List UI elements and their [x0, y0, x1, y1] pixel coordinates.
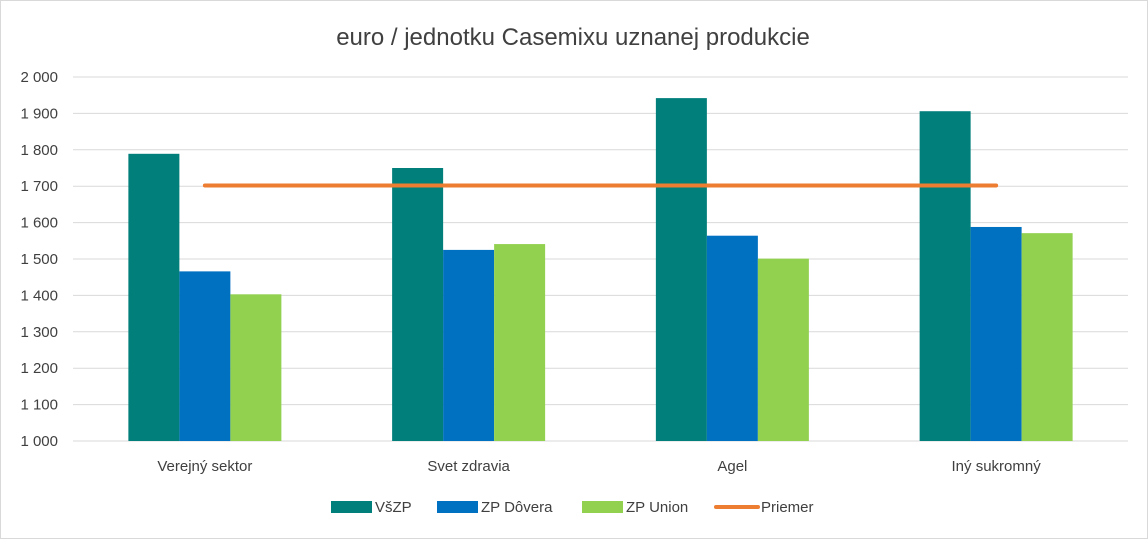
- bar-zp-union-2: [757, 258, 809, 441]
- legend-swatch: [437, 501, 478, 513]
- legend-label: ZP Union: [626, 499, 688, 516]
- y-tick-label: 1 900: [20, 105, 58, 122]
- x-axis-categories: Verejný sektor Svet zdravia Agel Iný sukrom…: [157, 458, 1041, 475]
- bars: [128, 98, 1073, 441]
- bar-všzp-0: [128, 153, 180, 441]
- bar-zp-union-3: [1021, 233, 1073, 441]
- bar-zp-union-0: [230, 294, 282, 441]
- bar-zp-dôvera-1: [443, 249, 495, 441]
- y-tick-label: 1 000: [20, 433, 58, 450]
- y-tick-label: 1 600: [20, 215, 58, 232]
- y-axis-ticks: 1 000 1 100 1 200 1 300 1 400 1 500 1 600 1 700…: [20, 69, 58, 450]
- bar-všzp-1: [392, 168, 444, 441]
- y-tick-label: 1 500: [20, 251, 58, 268]
- x-category-label: Iný sukromný: [952, 458, 1042, 475]
- y-tick-label: 2 000: [20, 69, 58, 86]
- bar-všzp-3: [919, 111, 971, 441]
- x-category-label: Svet zdravia: [427, 458, 510, 475]
- bar-zp-union-1: [494, 244, 546, 441]
- x-category-label: Verejný sektor: [157, 458, 252, 475]
- x-category-label: Agel: [717, 458, 747, 475]
- y-tick-label: 1 300: [20, 324, 58, 341]
- chart-title: euro / jednotku Casemixu uznanej produkc…: [336, 24, 810, 51]
- legend-label: Priemer: [761, 499, 814, 516]
- y-tick-label: 1 800: [20, 142, 58, 159]
- legend-label: VšZP: [375, 499, 412, 516]
- y-tick-label: 1 700: [20, 178, 58, 195]
- legend-label: ZP Dôvera: [481, 499, 553, 516]
- legend: VšZP ZP Dôvera ZP Union Priemer: [331, 499, 814, 516]
- y-tick-label: 1 100: [20, 397, 58, 414]
- y-tick-label: 1 400: [20, 287, 58, 304]
- bar-zp-dôvera-2: [706, 235, 758, 441]
- y-tick-label: 1 200: [20, 360, 58, 377]
- bar-zp-dôvera-3: [970, 226, 1022, 441]
- legend-swatch: [582, 501, 623, 513]
- bar-zp-dôvera-0: [179, 271, 231, 441]
- bar-všzp-2: [655, 98, 707, 441]
- legend-swatch: [331, 501, 372, 513]
